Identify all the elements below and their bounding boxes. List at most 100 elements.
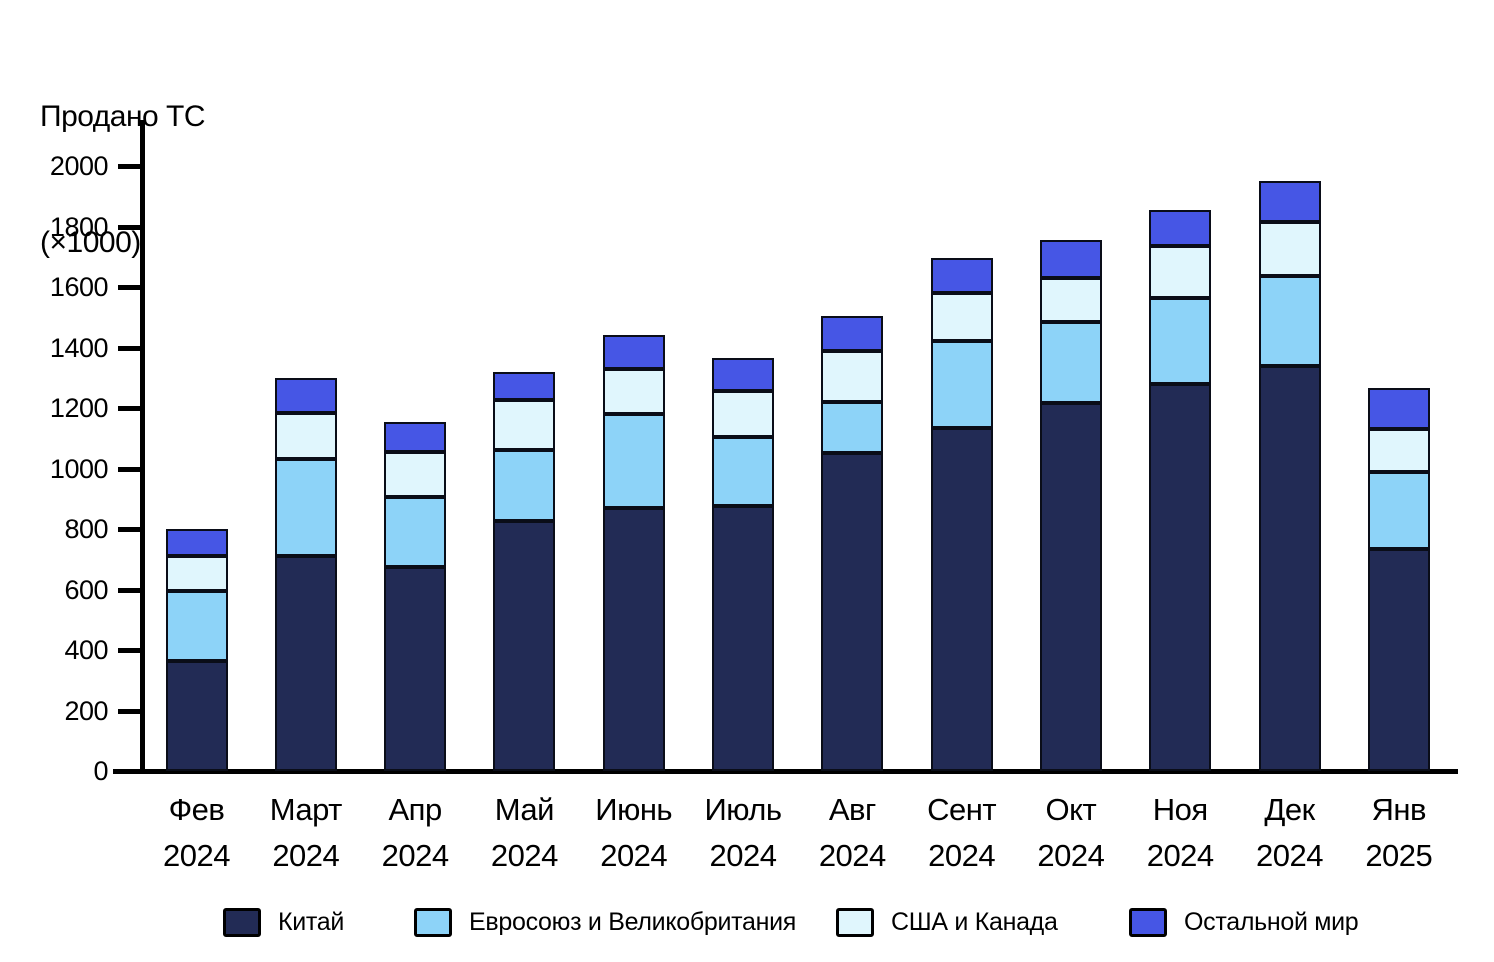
bar-segment-3 — [384, 451, 447, 498]
x-label-month: Июнь — [595, 792, 673, 827]
bar-segment-1 — [1039, 403, 1102, 771]
x-label-month: Апр — [388, 792, 442, 827]
legend-swatch-icon — [836, 907, 874, 937]
bar-segment-2 — [1367, 471, 1430, 549]
y-tick — [118, 648, 140, 653]
y-tick — [118, 587, 140, 593]
bar-segment-4 — [274, 377, 337, 413]
x-label-month: Янв — [1371, 792, 1427, 827]
bar-segment-3 — [493, 400, 556, 451]
bar-segment-4 — [1258, 181, 1321, 222]
bar-авг-2024 — [821, 315, 884, 771]
x-label-month: Дек — [1264, 792, 1315, 827]
y-tick — [118, 285, 140, 290]
x-label-month: Март — [269, 792, 343, 827]
bar-segment-2 — [602, 414, 665, 508]
bar-март-2024 — [274, 377, 337, 771]
x-label-year: 2024 — [163, 838, 230, 873]
bar-segment-1 — [165, 660, 228, 771]
x-label-year: 2025 — [1365, 838, 1433, 873]
y-tick-label: 1400 — [49, 332, 109, 363]
y-tick — [118, 224, 140, 230]
legend-item-3: США и Канада — [836, 905, 1058, 939]
y-tick — [118, 527, 140, 532]
y-tick — [118, 345, 140, 351]
bar-segment-2 — [930, 341, 993, 428]
bar-сент-2024 — [930, 258, 993, 771]
bar-июль-2024 — [712, 358, 774, 771]
bar-segment-1 — [602, 507, 665, 771]
bar-segment-2 — [1039, 321, 1102, 404]
chart-title-line1: Продано ТС — [40, 100, 206, 133]
y-tick-label: 1600 — [49, 272, 109, 302]
legend-label: Остальной мир — [1184, 907, 1359, 936]
bar-фев-2024 — [165, 529, 228, 771]
y-tick-label: 2000 — [49, 151, 109, 181]
x-label-month: Авг — [828, 792, 876, 827]
bar-segment-3 — [274, 412, 337, 460]
bar-апр-2024 — [384, 421, 447, 771]
x-label-year: 2024 — [381, 838, 449, 873]
bar-segment-1 — [930, 427, 993, 771]
bar-segment-3 — [1258, 221, 1321, 277]
legend-label: США и Канада — [891, 907, 1058, 936]
bar-segment-2 — [821, 401, 884, 454]
legend-swatch-icon — [414, 907, 452, 937]
bar-segment-3 — [712, 391, 774, 437]
bar-segment-1 — [384, 566, 447, 771]
legend-item-2: Евросоюз и Великобритания — [414, 905, 796, 939]
x-label-month: Май — [494, 792, 555, 827]
bar-segment-4 — [384, 421, 447, 452]
bar-segment-2 — [384, 497, 447, 567]
legend-item-1: Китай — [223, 905, 344, 939]
bar-segment-3 — [1039, 277, 1102, 322]
y-tick-label: 600 — [64, 574, 108, 605]
bar-segment-4 — [712, 358, 774, 392]
x-label-year: 2024 — [490, 838, 558, 873]
x-label-month: Фев — [168, 792, 225, 827]
x-label-year: 2024 — [1256, 838, 1323, 873]
x-label-year: 2024 — [600, 838, 668, 873]
bar-segment-2 — [1258, 276, 1321, 366]
bar-май-2024 — [493, 371, 556, 771]
x-label-month: Окт — [1045, 792, 1097, 827]
bar-segment-4 — [1039, 240, 1102, 278]
y-tick-label: 1200 — [49, 393, 109, 423]
x-label-month: Сент — [927, 792, 997, 827]
y-axis-line — [140, 120, 145, 774]
bar-segment-3 — [602, 368, 665, 415]
bar-segment-4 — [602, 335, 665, 369]
bar-segment-1 — [821, 453, 884, 771]
bar-segment-1 — [1367, 548, 1430, 771]
bar-segment-4 — [165, 529, 228, 557]
bar-segment-4 — [493, 371, 556, 401]
y-tick — [118, 708, 140, 714]
x-label-year: 2024 — [818, 838, 886, 873]
bar-янв-2025 — [1367, 388, 1430, 771]
bar-segment-4 — [1367, 388, 1430, 430]
bar-июнь-2024 — [602, 335, 665, 771]
bar-segment-3 — [821, 350, 884, 402]
x-label-year: 2024 — [1146, 838, 1214, 873]
bar-дек-2024 — [1258, 181, 1321, 771]
bar-segment-3 — [1367, 429, 1430, 472]
bar-segment-4 — [1149, 209, 1212, 247]
bar-segment-1 — [493, 521, 556, 771]
y-tick-label: 0 — [93, 756, 108, 786]
bar-segment-3 — [930, 293, 993, 342]
x-label-year: 2024 — [709, 838, 777, 873]
x-label-month: Ноя — [1152, 792, 1208, 827]
chart-title-line2: (×1000) — [40, 226, 141, 259]
bar-segment-1 — [712, 506, 774, 771]
y-tick-label: 800 — [64, 514, 108, 544]
legend-label: Евросоюз и Великобритания — [469, 907, 797, 936]
bar-segment-1 — [1258, 365, 1321, 771]
chart-title: Продано ТС (×1000) — [40, 12, 206, 348]
bar-ноя-2024 — [1149, 209, 1212, 771]
bar-segment-1 — [274, 556, 337, 771]
bar-окт-2024 — [1039, 240, 1102, 771]
bar-segment-2 — [493, 450, 556, 522]
y-tick-label: 1000 — [49, 453, 109, 484]
